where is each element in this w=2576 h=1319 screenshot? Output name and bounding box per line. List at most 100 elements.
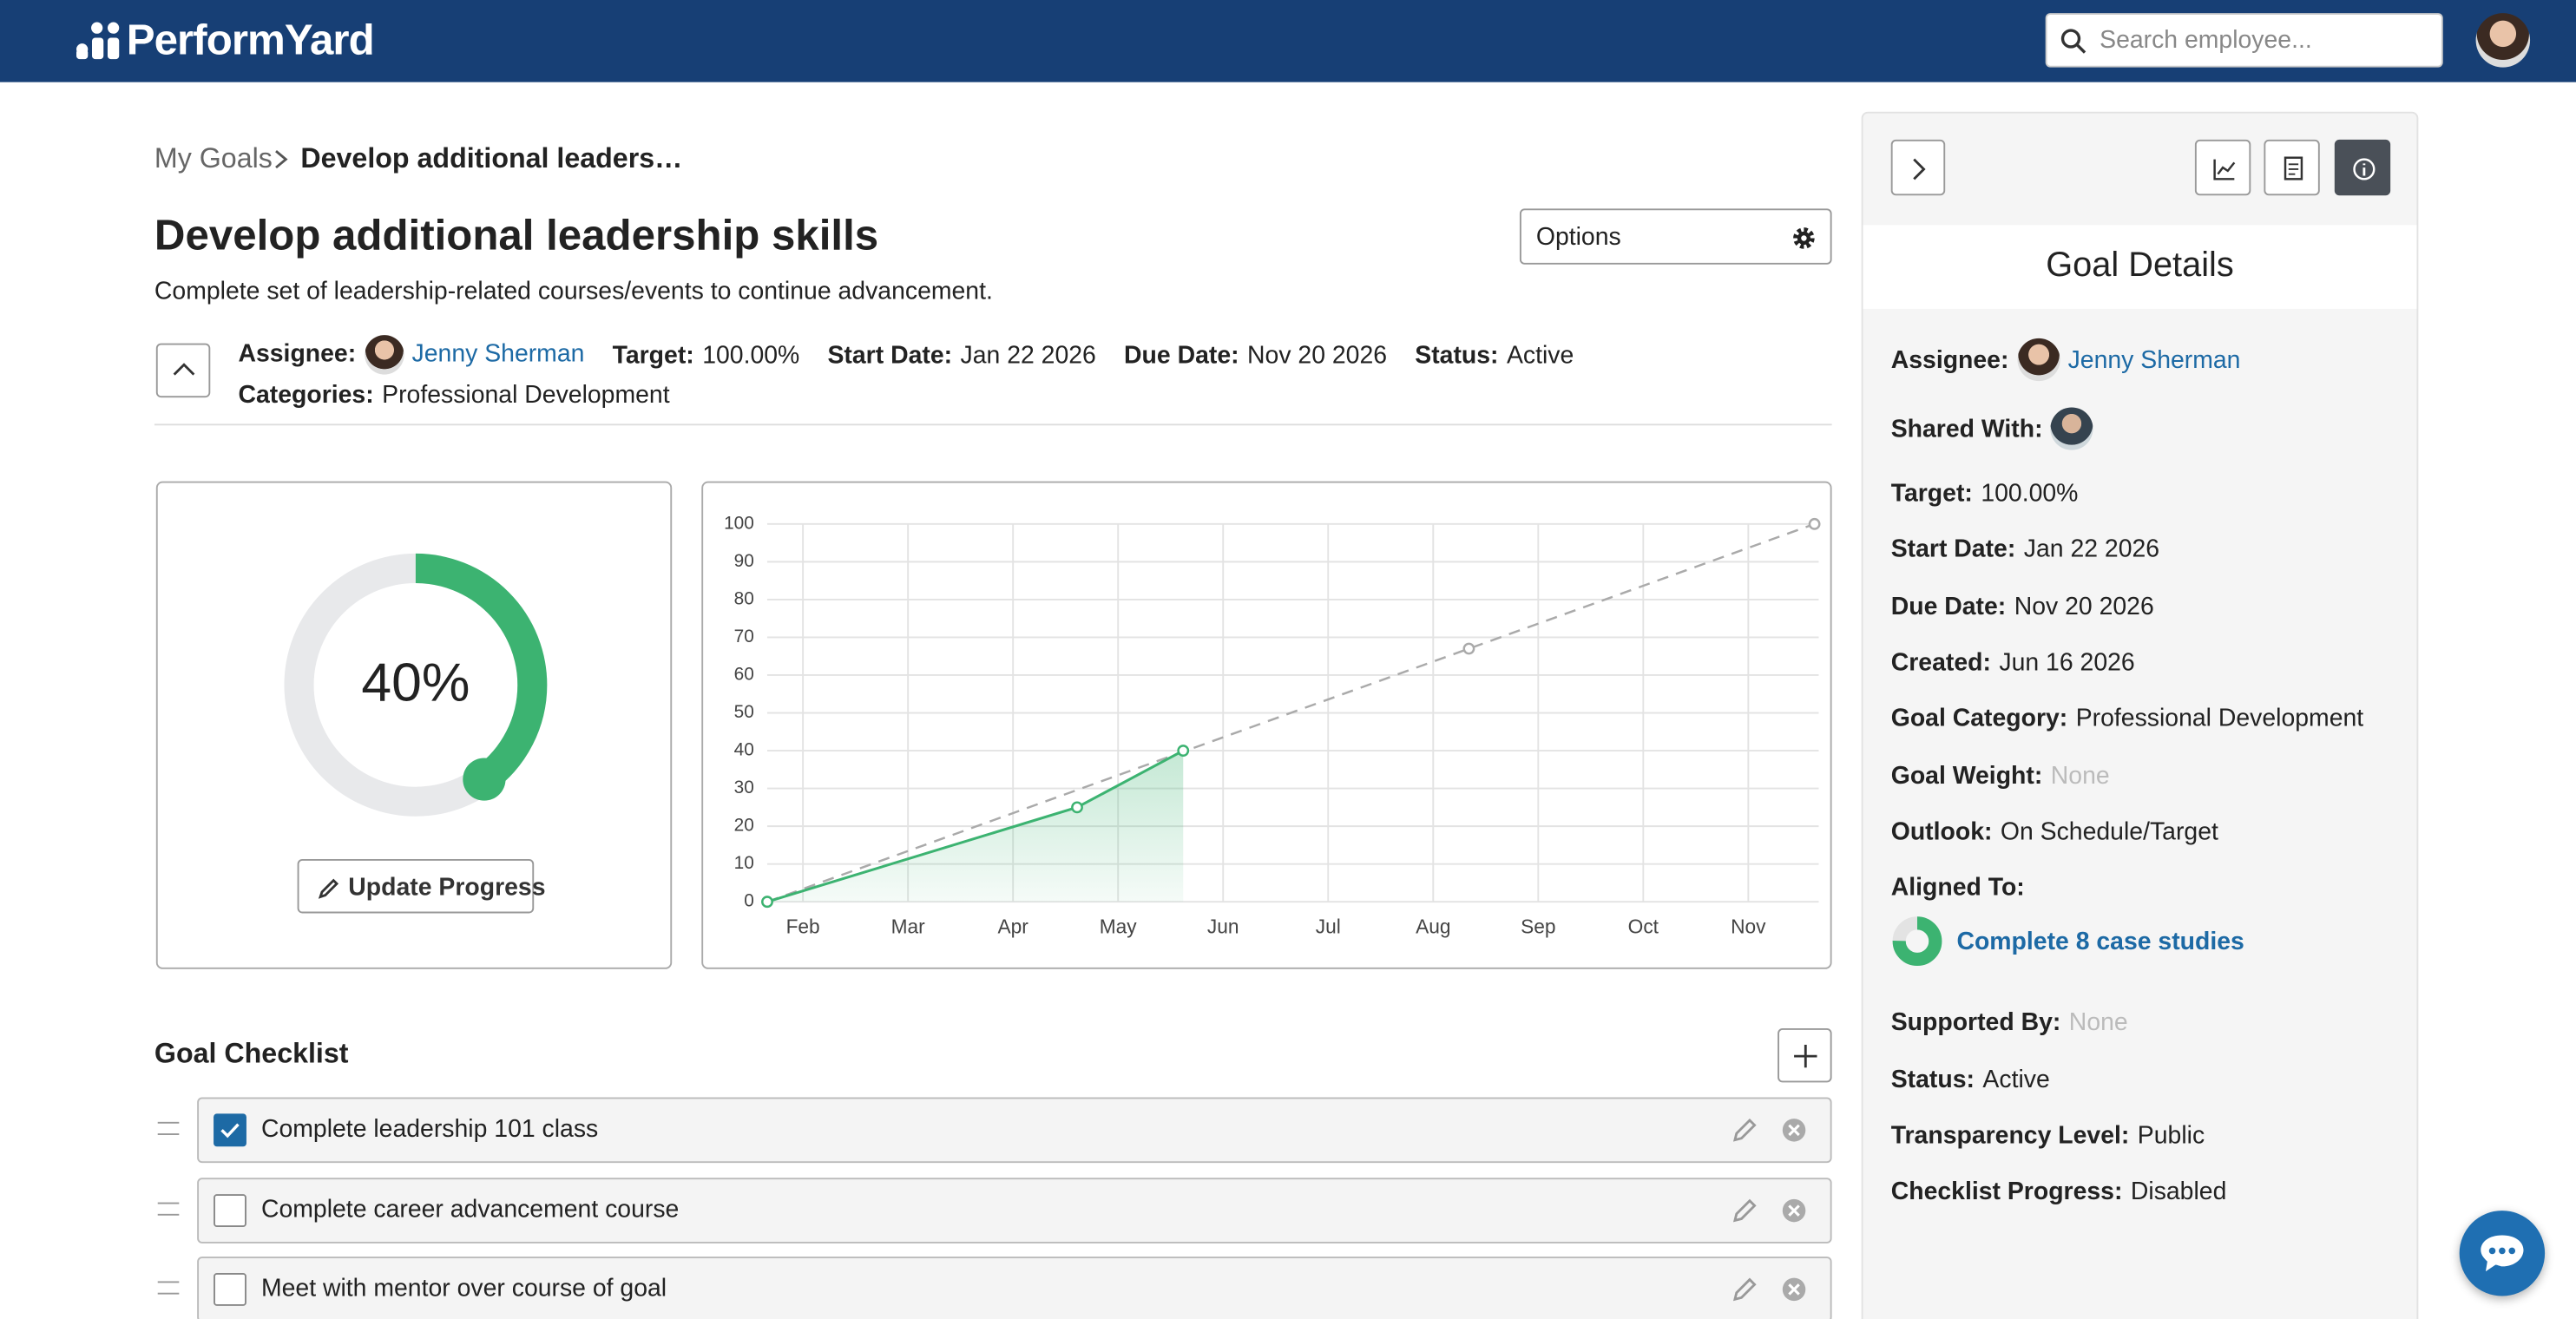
point [1462,642,1475,655]
checklist-item: Meet with mentor over course of goal [197,1257,1832,1319]
detail-label: Shared With: [1890,414,2043,443]
breadcrumb-current: Develop additional leaders… [300,142,683,174]
point [761,896,773,909]
meta-value: Jan 22 2026 [960,340,1096,369]
aligned-goal[interactable]: Complete 8 case studies [1891,915,2244,968]
edit-button[interactable] [1732,1117,1758,1143]
y-tick-label: 30 [734,778,754,797]
notes-icon [2284,156,2303,180]
detail-label: Goal Category: [1890,704,2068,732]
aligned-goal-link[interactable]: Complete 8 case studies [1956,927,2244,955]
edit-button[interactable] [1732,1277,1758,1303]
detail-label: Transparency Level: [1890,1120,2130,1150]
info-icon [2353,158,2376,180]
checklist-title: Goal Checklist [154,1038,349,1070]
detail-label: Aligned To: [1890,873,2025,902]
logo[interactable]: PerformYard [126,15,375,64]
info-view-button[interactable] [2334,139,2391,196]
meta-row: Categories: Professional Development [238,381,669,409]
plus-icon [1794,1044,1817,1068]
meta-row: Assignee: Jenny Sherman Target: 100.00% Star… [238,335,1574,375]
notes-view-button[interactable] [2264,139,2320,196]
checkbox[interactable] [214,1113,246,1147]
meta-item: Assignee: Jenny Sherman [238,335,585,375]
delete-button[interactable] [1781,1197,1807,1223]
meta-value: Nov 20 2026 [1247,340,1388,369]
checkbox[interactable] [214,1193,246,1227]
progress-card: 40% Update Progress [155,481,673,969]
x-tick-label: Oct [1628,915,1659,937]
x-tick-label: Jun [1207,915,1239,937]
check-icon [220,1123,240,1139]
collapse-sidebar-button[interactable] [1890,139,1946,196]
update-progress-label: Update Progress [348,874,546,902]
detail-label: Checklist Progress: [1890,1177,2123,1205]
meta-label: Target: [612,340,694,369]
chat-icon [2481,1235,2524,1272]
chart-view-button[interactable] [2194,139,2251,196]
detail-label: Assignee: [1890,345,2009,374]
progress-donut: 40% [284,553,548,817]
meta-item: Target: 100.00% [613,341,800,369]
detail-row: Supported By: None [1891,1002,2128,1041]
x-tick-label: Mar [891,915,926,937]
goal-title: Develop additional leadership skills [154,210,879,260]
detail-value: Nov 20 2026 [2014,592,2154,620]
point [1808,517,1821,530]
detail-row: Start Date: Jan 22 2026 [1891,529,2159,568]
assignee-avatar [364,335,404,375]
divider [154,423,1832,426]
breadcrumb-parent[interactable]: My Goals [154,142,273,174]
detail-row: Transparency Level: Public [1891,1115,2205,1154]
y-tick-label: 40 [734,740,754,760]
drag-handle[interactable] [157,1282,180,1296]
pencil-icon [1732,1198,1757,1222]
goal-description: Complete set of leadership-related cours… [154,277,993,306]
checklist-item: Complete leadership 101 class [197,1097,1832,1164]
meta-label: Due Date: [1124,340,1239,369]
detail-row: Goal Weight: None [1891,756,2110,795]
detail-value: Public [2137,1120,2205,1150]
detail-value: On Schedule/Target [2000,817,2218,845]
meta-value: Professional Development [382,381,670,410]
chat-button[interactable] [2459,1211,2546,1296]
update-progress-button[interactable]: Update Progress [297,858,546,914]
search-icon [2060,29,2086,54]
collapse-button[interactable] [155,343,211,398]
meta-value: Active [1506,340,1574,369]
sidebar-title: Goal Details [2046,246,2234,285]
edit-button[interactable] [1732,1197,1758,1223]
search-box[interactable]: Search employee... [2045,13,2443,68]
drag-handle[interactable] [157,1121,180,1135]
point [1071,801,1083,814]
detail-label: Created: [1890,647,1991,676]
x-tick-label: Sep [1521,915,1555,937]
donut-end [463,758,506,801]
aligned-goal-ring [1892,916,1942,967]
detail-value[interactable]: Jenny Sherman [2067,345,2241,374]
meta-label: Start Date: [827,340,953,369]
delete-button[interactable] [1781,1277,1807,1303]
remove-icon [1782,1278,1806,1302]
chevron-right [1913,158,1926,180]
detail-row: Shared With: [1890,407,2102,450]
detail-row: Checklist Progress: Disabled [1891,1171,2227,1211]
detail-value: Jan 22 2026 [2023,535,2160,563]
y-tick-label: 100 [724,513,754,533]
y-tick-label: 80 [734,588,754,608]
delete-button[interactable] [1781,1117,1807,1143]
detail-value: Professional Development [2075,704,2364,732]
detail-label: Target: [1890,478,1973,507]
detail-value: Disabled [2130,1177,2227,1205]
x-tick-label: Apr [998,915,1029,937]
options-button[interactable]: Options [1519,208,1832,265]
checkbox[interactable] [214,1273,246,1307]
user-avatar[interactable] [2475,13,2531,68]
meta-value[interactable]: Jenny Sherman [411,339,585,368]
checklist-text: Complete leadership 101 class [260,1115,599,1144]
y-tick-label: 90 [734,551,754,571]
x-tick-label: Aug [1416,915,1450,937]
add-item-button[interactable] [1778,1027,1832,1083]
drag-handle[interactable] [157,1202,180,1216]
x-tick-label: Feb [786,915,820,937]
